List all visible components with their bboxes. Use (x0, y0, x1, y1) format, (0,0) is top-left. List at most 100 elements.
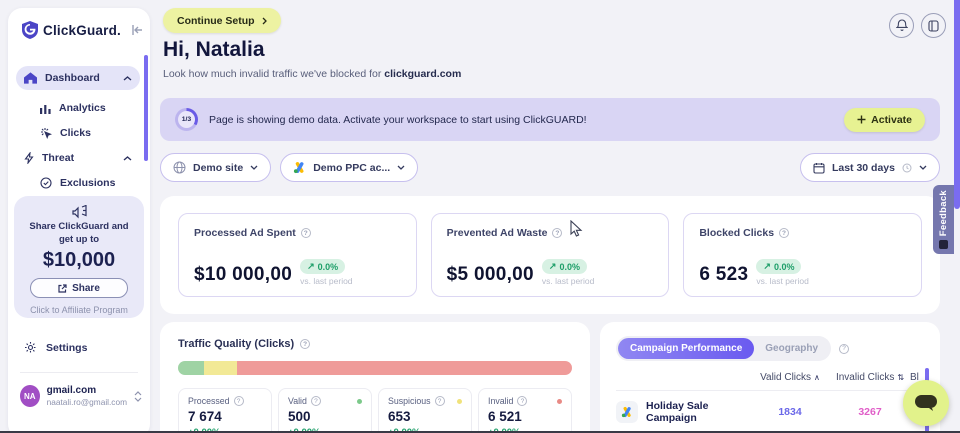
mini-label-text: Processed (188, 396, 230, 406)
kpi-compare: vs. last period (756, 276, 809, 286)
sidebar-item-label: Dashboard (45, 72, 100, 84)
sidebar-item-label: Threat (42, 152, 75, 164)
table-row[interactable]: Holiday Sale Campaign 1834 3267 (616, 391, 924, 424)
site-filter-dropdown[interactable]: Demo site (160, 153, 272, 182)
valid-clicks-value: 1834 (778, 406, 802, 418)
page-subtitle: Look how much invalid traffic we've bloc… (163, 68, 461, 80)
info-icon[interactable]: ? (517, 396, 528, 406)
kpi-change-badge: ↗ 0.0% (300, 259, 346, 274)
account-filter-dropdown[interactable]: Demo PPC ac... (280, 153, 419, 182)
suspicious-dot-icon (457, 398, 462, 404)
info-icon[interactable]: ? (233, 396, 244, 406)
info-icon[interactable]: ? (779, 228, 790, 238)
mini-change: +0.00% (488, 427, 521, 433)
sidebar-item-settings[interactable]: Settings (24, 341, 87, 354)
external-link-icon (58, 283, 67, 293)
column-valid-clicks[interactable]: Valid Clicks ∧ (760, 372, 820, 383)
kpi-title: Processed Ad Spent (194, 227, 296, 239)
invalid-clicks-value: 3267 (858, 406, 882, 418)
column-blocked[interactable]: Bl (910, 372, 919, 383)
info-icon[interactable]: ? (310, 396, 321, 406)
share-button-label: Share (72, 282, 100, 294)
feedback-tab[interactable]: Feedback (933, 185, 954, 254)
column-invalid-clicks[interactable]: Invalid Clicks ⇅ (835, 372, 905, 383)
trend-up-icon: ↗ (763, 261, 771, 271)
valid-dot-icon (357, 398, 362, 404)
info-icon[interactable]: ? (552, 228, 563, 238)
bell-icon (895, 19, 908, 32)
kpi-card-prevented-ad-waste: Prevented Ad Waste? $5 000,00 ↗ 0.0% vs. … (430, 213, 670, 297)
info-icon[interactable]: ? (839, 343, 850, 354)
subtitle-domain: clickguard.com (384, 68, 462, 80)
date-range-dropdown[interactable]: Last 30 days (799, 153, 940, 182)
globe-icon (173, 161, 186, 174)
banner-message: Page is showing demo data. Activate your… (209, 113, 587, 126)
kpi-value: $5 000,00 (446, 264, 534, 285)
info-icon[interactable]: ? (300, 339, 311, 349)
campaign-name: Holiday Sale Campaign (646, 400, 709, 424)
mini-card-valid: Valid? 500 +0.00% (278, 388, 372, 433)
plus-icon (857, 115, 866, 124)
tab-geography[interactable]: Geography (765, 343, 819, 354)
gear-icon (24, 341, 37, 354)
feedback-icon (939, 240, 948, 250)
info-icon[interactable]: ? (300, 228, 311, 238)
collapse-sidebar-icon[interactable] (131, 24, 144, 36)
kpi-change: 0.0% (559, 261, 580, 272)
clickguard-logo-icon (22, 21, 38, 39)
mini-label-text: Invalid (488, 396, 514, 406)
kpi-title: Prevented Ad Waste (446, 227, 548, 239)
campaign-performance-card: Campaign Performance Geography ? Valid C… (600, 322, 940, 433)
page-scrollbar[interactable] (954, 0, 960, 209)
trend-up-icon: ↗ (548, 261, 557, 271)
chevron-down-icon (250, 165, 258, 170)
sidebar: ClickGuard. Dashboard Analytics Clicks T… (8, 8, 150, 433)
account-switch-icon[interactable] (134, 390, 142, 402)
mini-value: 7 674 (188, 409, 222, 424)
sidebar-item-label: Exclusions (60, 177, 116, 189)
mini-change: +0.00% (388, 427, 421, 433)
traffic-quality-bar (178, 361, 572, 375)
chevron-down-icon (919, 165, 927, 170)
mini-card-invalid: Invalid? 6 521 +0.00% (478, 388, 572, 433)
chevron-right-icon (262, 17, 267, 25)
calendar-icon (813, 162, 825, 174)
kpi-title: Blocked Clicks (699, 227, 775, 239)
sort-icon: ⇅ (897, 373, 905, 382)
promo-caption: Click to Affiliate Program (30, 305, 128, 315)
feedback-label: Feedback (938, 189, 949, 237)
logo: ClickGuard. (22, 21, 144, 39)
sidebar-item-analytics[interactable]: Analytics (16, 96, 140, 120)
chevron-down-icon (397, 165, 405, 170)
chat-widget-button[interactable] (903, 380, 949, 426)
demo-data-banner: 1/3 Page is showing demo data. Activate … (160, 98, 940, 141)
affiliate-promo-card[interactable]: Share ClickGuard and get up to $10,000 S… (14, 196, 144, 318)
mini-label-text: Valid (288, 396, 307, 406)
sidebar-item-clicks[interactable]: Clicks (16, 121, 140, 145)
chevron-up-icon (123, 75, 132, 81)
sidebar-item-dashboard[interactable]: Dashboard (16, 66, 140, 90)
user-account[interactable]: NA gmail.com naatali.ro@gmail.com (20, 385, 142, 407)
sidebar-divider (20, 372, 138, 373)
tab-campaign-performance[interactable]: Campaign Performance (618, 338, 755, 359)
share-button[interactable]: Share (30, 278, 128, 298)
filters-row: Demo site Demo PPC ac... Last 30 days (160, 153, 940, 182)
sort-asc-icon: ∧ (814, 373, 820, 382)
info-icon[interactable]: ? (434, 396, 445, 406)
activate-button[interactable]: Activate (844, 107, 925, 132)
google-ads-icon (616, 401, 638, 423)
sidebar-item-threat[interactable]: Threat (16, 146, 140, 170)
docs-button[interactable] (921, 13, 946, 38)
avatar: NA (20, 385, 40, 407)
continue-setup-button[interactable]: Continue Setup (163, 8, 281, 33)
account-filter-label: Demo PPC ac... (313, 161, 391, 174)
mouse-cursor (570, 220, 583, 238)
bar-segment-invalid (237, 361, 572, 375)
table-divider (616, 390, 924, 391)
mini-label-text: Suspicious (388, 396, 431, 406)
mini-value: 653 (388, 409, 411, 424)
notifications-button[interactable] (889, 13, 914, 38)
sidebar-scrollbar[interactable] (144, 55, 148, 161)
subtitle-text: Look how much invalid traffic we've bloc… (163, 68, 385, 80)
sidebar-item-exclusions[interactable]: Exclusions (16, 171, 140, 195)
